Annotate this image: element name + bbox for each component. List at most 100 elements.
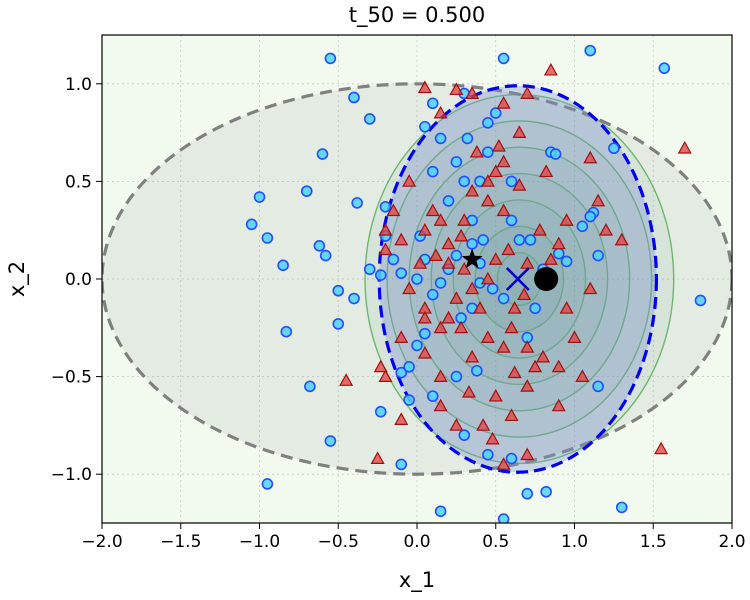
triangle-point — [539, 164, 554, 178]
triangle-point — [496, 457, 511, 470]
triangle-point — [583, 281, 598, 295]
circle-point — [549, 148, 562, 160]
triangle-point — [507, 301, 522, 314]
triangle-point — [449, 418, 464, 431]
triangle-point — [496, 203, 511, 217]
triangle-point — [517, 287, 532, 301]
triangle-point — [441, 236, 456, 250]
triangle-point — [394, 412, 409, 425]
circle-point — [300, 185, 313, 197]
circle-point — [411, 339, 423, 352]
circle-point — [442, 195, 455, 207]
circle-point — [524, 234, 537, 246]
circle-point — [426, 390, 439, 402]
marker-layer — [461, 248, 559, 291]
circle-point — [245, 218, 258, 231]
triangle-point — [504, 320, 519, 334]
triangle-point — [428, 248, 443, 261]
triangle-point — [378, 369, 393, 382]
triangle-point — [465, 281, 480, 295]
triangle-point — [512, 178, 527, 191]
circle-point — [505, 452, 518, 465]
circle-point — [387, 253, 400, 266]
triangle-point — [480, 193, 495, 207]
x-tick-label: 0.0 — [403, 532, 430, 552]
triangle-point — [402, 174, 417, 187]
triangle-point — [413, 256, 428, 269]
circle-point — [529, 302, 541, 315]
triangle-point — [394, 232, 409, 246]
circle-point — [395, 267, 408, 279]
triangle-point — [520, 86, 535, 99]
triangle-point — [402, 281, 417, 295]
x-tick-label: −0.5 — [318, 532, 359, 552]
circle-point — [261, 478, 274, 490]
circle-point — [450, 249, 463, 262]
triangle-point — [532, 222, 547, 236]
circle-point — [411, 273, 423, 285]
circle-point — [477, 234, 489, 246]
triangle-point — [677, 140, 692, 154]
circle-point — [505, 175, 518, 188]
triangle-point — [433, 105, 448, 119]
triangle-point — [520, 340, 535, 353]
circle-point — [513, 234, 526, 246]
y-tick-label: 0.5 — [65, 172, 92, 192]
triangle-point — [614, 232, 629, 246]
triangle-point — [551, 398, 566, 412]
triangle-point — [373, 359, 388, 373]
triangle-point — [504, 408, 519, 422]
circle-point — [521, 487, 534, 500]
circle-point — [592, 380, 604, 393]
circle-point — [694, 294, 707, 307]
triangle-point — [457, 262, 472, 275]
triangle-point — [417, 310, 432, 324]
circle-point — [426, 165, 439, 178]
circle-point — [332, 318, 345, 330]
circle-point — [434, 277, 447, 289]
circle-point — [466, 238, 478, 250]
circle-point — [576, 220, 589, 233]
triangle-point — [441, 310, 456, 324]
x-tick-label: −2.0 — [81, 532, 122, 552]
circle-point — [419, 120, 431, 133]
points-layer — [245, 44, 707, 523]
triangle-point — [543, 62, 558, 76]
contour-line — [430, 172, 609, 386]
circle-point — [497, 513, 510, 523]
triangle-point — [535, 349, 551, 363]
triangle-point — [378, 242, 393, 256]
triangle-point — [417, 222, 432, 236]
triangle-point — [386, 203, 401, 217]
triangle-point — [378, 222, 393, 236]
triangle-point — [491, 139, 506, 152]
circle-point — [615, 501, 628, 514]
y-tick-label: 0.0 — [65, 270, 92, 290]
triangle-point — [449, 291, 464, 304]
triangle-point — [465, 349, 480, 363]
x-tick-label: 1.5 — [640, 532, 667, 552]
x-tick-label: 0.5 — [482, 532, 509, 552]
triangle-point — [488, 252, 503, 265]
contour-line — [474, 225, 565, 333]
circle-point — [324, 435, 337, 447]
triangle-point — [465, 183, 480, 197]
circle-point — [374, 405, 387, 418]
triangle-point — [598, 222, 614, 236]
circle-point — [497, 52, 510, 65]
circle-point — [374, 269, 387, 281]
circle-point — [458, 429, 471, 441]
circle-point — [280, 325, 293, 338]
triangle-point — [520, 379, 535, 392]
triangle-point — [441, 256, 456, 269]
triangle-point — [496, 96, 511, 109]
triangle-point — [454, 228, 469, 242]
triangle-point — [425, 203, 440, 217]
circle-point — [434, 132, 447, 145]
triangle-point — [480, 330, 495, 343]
triangle-point — [417, 80, 432, 94]
triangle-point — [433, 213, 448, 226]
mean-marker-blue-x — [505, 267, 530, 291]
triangle-point — [472, 301, 488, 314]
circle-point — [261, 232, 274, 244]
